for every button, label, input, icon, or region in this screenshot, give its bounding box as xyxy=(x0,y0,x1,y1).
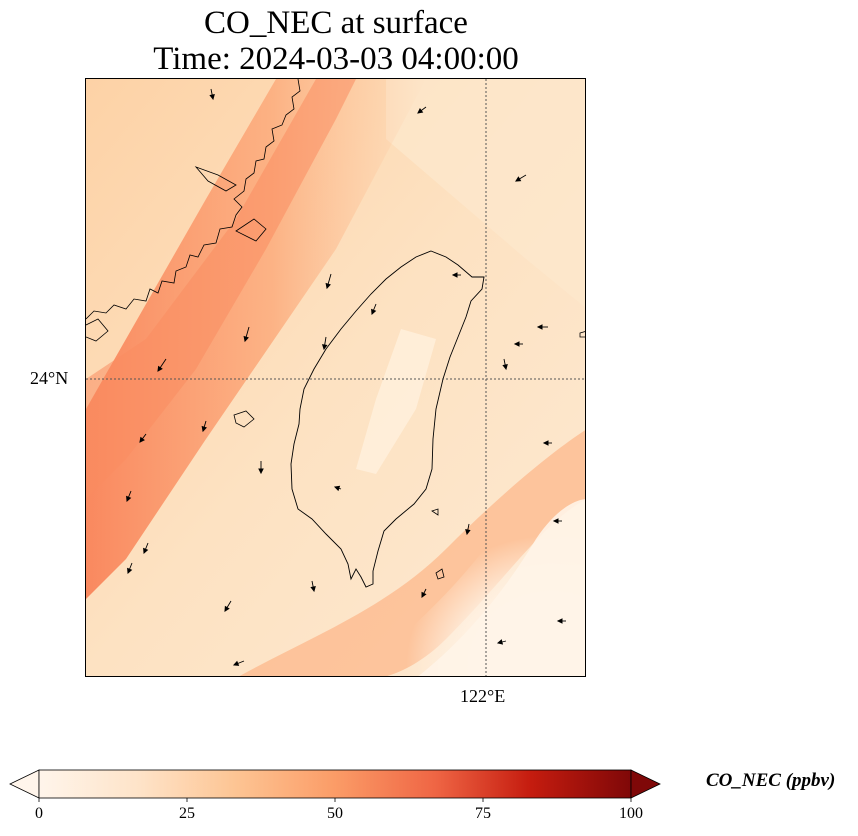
plume-core xyxy=(86,79,356,499)
wind-arrow-head xyxy=(127,567,133,575)
wind-arrow-head xyxy=(417,108,424,114)
concentration-field xyxy=(86,79,585,676)
wind-arrow-head xyxy=(157,365,163,372)
wind-arrow-head xyxy=(515,176,522,182)
wind-arrow-head xyxy=(513,341,520,347)
wind-arrow-head xyxy=(258,468,264,475)
colorbar-extend-min xyxy=(9,769,40,799)
colorbar xyxy=(9,769,661,802)
wind-arrow-head xyxy=(243,335,249,343)
wind-arrow-head xyxy=(325,282,331,290)
lat-tick-label: 24°N xyxy=(30,368,69,388)
map-panel[interactable] xyxy=(85,78,586,677)
wind-arrow-head xyxy=(465,529,471,536)
wind-arrow-head xyxy=(421,591,427,599)
wind-arrow-head xyxy=(333,485,341,492)
wind-arrow-head xyxy=(371,308,377,316)
colorbar-label: CO_NEC (ppbv) xyxy=(706,770,836,791)
lon-tick-label: 122°E xyxy=(460,686,506,706)
wind-arrow-head xyxy=(139,436,145,443)
wind-arrow-head xyxy=(201,425,207,433)
wind-arrow-head xyxy=(321,344,328,351)
wind-arrow-head xyxy=(556,618,563,624)
colorbar-tick-0: 0 xyxy=(35,805,43,822)
colorbar-tick-50: 50 xyxy=(327,805,343,822)
colorbar-gradient xyxy=(38,769,632,799)
map-title-variable: CO_NEC at surface xyxy=(204,5,468,41)
wind-arrow-head xyxy=(310,586,316,593)
colorbar-extend-max xyxy=(630,769,661,799)
wind-arrow-head xyxy=(232,660,240,666)
colorbar-tick-75: 75 xyxy=(475,805,491,822)
colorbar-tick-100: 100 xyxy=(619,805,643,822)
wind-arrow-head xyxy=(451,272,458,278)
wind-arrow-head xyxy=(126,495,132,503)
wind-arrow-head xyxy=(536,324,543,330)
wind-vectors xyxy=(126,88,566,666)
wind-arrow-head xyxy=(209,94,215,101)
wind-arrow-head xyxy=(502,364,508,371)
plume-band xyxy=(86,79,426,599)
light-band xyxy=(386,79,585,308)
china-coastline xyxy=(86,79,301,320)
map-title-time: Time: 2024-03-03 04:00:00 xyxy=(153,41,519,77)
mountain-clean-strip xyxy=(356,329,436,474)
wind-arrow-head xyxy=(542,440,549,446)
wind-arrow-head xyxy=(224,605,230,612)
wind-arrow-head xyxy=(552,518,559,524)
wind-arrow-head xyxy=(143,547,149,555)
colorbar-tick-25: 25 xyxy=(179,805,195,822)
wind-arrow-head xyxy=(496,639,504,645)
taiwan-coastline xyxy=(290,250,485,588)
